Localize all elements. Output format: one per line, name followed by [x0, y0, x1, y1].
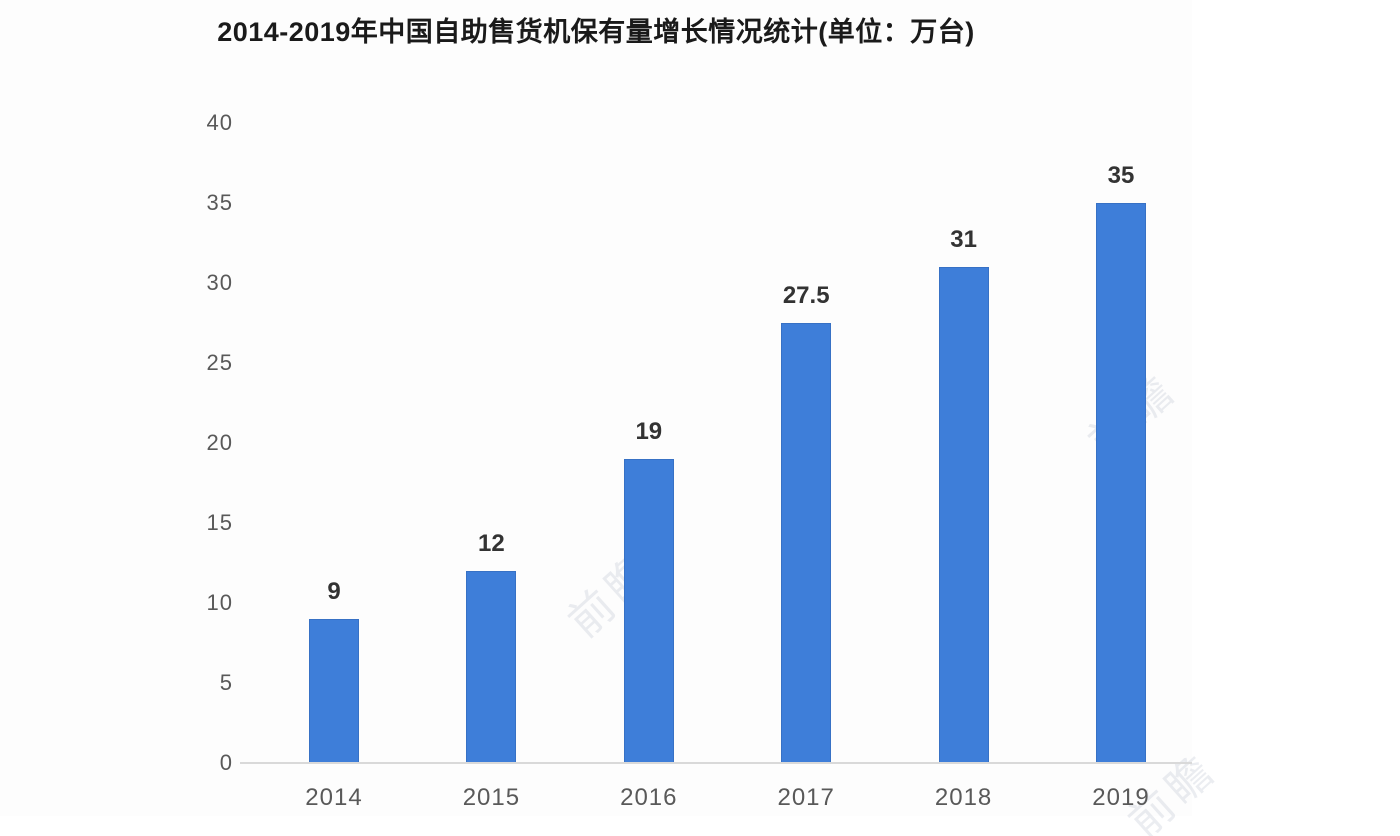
bar-2019	[1096, 203, 1146, 763]
bar-value-label: 19	[635, 418, 663, 445]
x-axis-tick-label: 2015	[462, 784, 521, 811]
bar-2014	[309, 619, 359, 763]
x-axis-tick-label: 2018	[934, 784, 993, 811]
y-axis-tick-label: 10	[206, 590, 233, 615]
chart-title: 2014-2019年中国自助售货机保有量增长情况统计(单位：万台)	[217, 17, 975, 47]
bar-value-label: 35	[1107, 162, 1135, 189]
bar-value-label: 31	[950, 226, 977, 253]
chart-region: 2014-2019年中国自助售货机保有量增长情况统计(单位：万台) 前瞻前瞻前瞻…	[206, 17, 1227, 836]
y-axis-tick-label: 40	[206, 110, 233, 135]
y-axis-tick-label: 15	[206, 510, 233, 535]
y-axis-tick-label: 0	[219, 750, 233, 775]
bar-2018	[938, 267, 989, 763]
bar-2017	[781, 323, 832, 763]
bar-2015	[466, 571, 517, 763]
x-axis-tick-label: 2019	[1092, 784, 1150, 811]
x-axis-line	[240, 762, 1192, 764]
bar-2016	[623, 459, 674, 763]
x-axis-tick-label: 2014	[305, 784, 363, 811]
bar-value-label: 27.5	[782, 282, 830, 309]
y-axis-tick-label: 35	[206, 190, 233, 215]
x-axis-tick-label: 2016	[620, 784, 678, 811]
bar-value-label: 12	[478, 530, 505, 557]
x-axis-tick-label: 2017	[777, 784, 835, 811]
y-axis-tick-label: 30	[206, 270, 233, 295]
y-axis-tick-label: 25	[206, 350, 233, 375]
y-axis-tick-label: 20	[206, 430, 233, 455]
bar-value-label: 9	[327, 578, 341, 605]
y-axis-tick-label: 5	[219, 670, 233, 695]
